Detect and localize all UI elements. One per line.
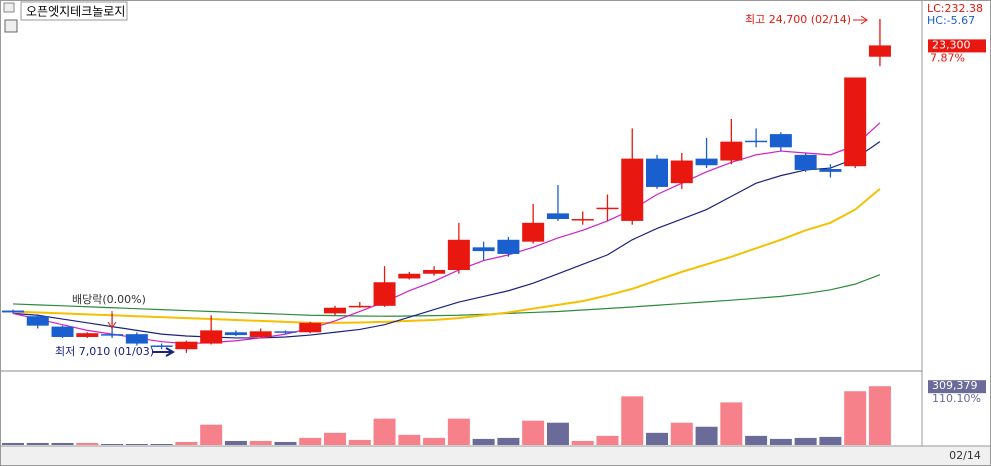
candle-body [670,160,693,184]
candle-body [497,239,520,254]
candle-body [745,140,768,143]
last-price-box [928,39,986,53]
volume-bar [26,442,49,445]
volume-bar [695,426,718,445]
lc-label: LC:232.38 [927,2,983,15]
volume-bar [423,437,446,445]
candle-body [101,334,124,336]
volume-bar [546,422,569,445]
candle-body [423,269,446,274]
volume-bar [844,391,867,445]
volume-bar [472,438,495,445]
dividend-arrow [107,311,117,329]
candle-body [819,169,842,172]
candle-body [695,158,718,166]
volume-bar [2,442,24,445]
volume-bar [621,396,644,445]
candle-body [447,239,470,270]
candle-body [175,341,198,350]
volume-bar [76,442,99,445]
menu-icon[interactable] [3,2,15,13]
candle-body [472,247,495,252]
candle-body [646,158,669,187]
high-annotation: 최고 24,700 (02/14) [745,13,851,26]
volume-bar [819,436,842,445]
candle-body [76,333,99,337]
volume-bar [125,443,148,445]
last-volume-label: 309,379 [932,379,978,392]
volume-bar [224,440,247,445]
volume-bar [670,422,693,445]
chart-title: 오픈엣지테크놀로지 [26,5,125,19]
candle-body [844,77,867,167]
volume-ratio-label: 110.10% [932,392,981,405]
candle-body [868,45,891,57]
last-volume-box [928,380,986,394]
volume-bar [200,424,223,445]
candle-body [324,307,347,314]
volume-bar [646,432,669,445]
bottom-axis [0,445,991,466]
volume-bar [175,441,198,445]
moving-average-line [12,188,881,324]
candle-body [2,310,24,313]
candle-body [720,141,743,161]
volume-bar [571,440,594,445]
moving-average-line [12,141,881,339]
candle-body [274,331,297,333]
candle-body [200,330,223,344]
candle-body [571,219,594,221]
moving-average-line [12,122,881,345]
candle-body [596,207,619,210]
volume-bar [51,442,74,445]
candle-body [769,134,792,148]
volume-bar [769,438,792,445]
last-price-label: 23,300 [932,38,971,51]
grid-icon[interactable] [4,19,18,33]
candle-body [125,334,148,344]
candle-body [224,332,247,336]
candle-body [621,158,644,221]
volume-bar [596,435,619,445]
volume-bar [101,443,124,445]
volume-bar [348,439,371,445]
volume-bar [745,435,768,445]
volume-bar [447,418,470,445]
volume-bar [274,441,297,445]
volume-bar [249,440,272,445]
volume-bar [794,437,817,445]
volume-bar [497,437,520,445]
volume-bar [720,402,743,445]
candle-body [794,154,817,170]
last-date: 02/14 [949,449,981,462]
volume-bar [868,386,891,445]
volume-bar [373,418,396,445]
low-annotation: 최저 7,010 (01/03) [55,345,154,358]
candle-body [348,305,371,308]
volume-bar [398,434,421,445]
volume-bar [150,443,173,445]
high-arrow [853,15,868,25]
volume-bar [299,437,322,445]
change-label: 7.87% [930,51,965,64]
volume-bar [522,420,545,445]
candle-body [546,213,569,220]
title-box [20,1,128,21]
candle-body [249,331,272,337]
low-arrow [152,347,176,357]
hc-label: HC:-5.67 [927,14,975,27]
candle-body [150,345,173,347]
dividend-annotation: 배당락(0.00%) [72,293,146,306]
candle-body [373,282,396,306]
candle-body [398,273,421,279]
volume-bar [324,432,347,445]
moving-average-line [12,274,881,317]
candle-body [51,326,74,337]
candle-body [522,222,545,242]
right-axis-panel [921,0,991,447]
candle-body [299,322,322,333]
candle-body [26,316,49,326]
